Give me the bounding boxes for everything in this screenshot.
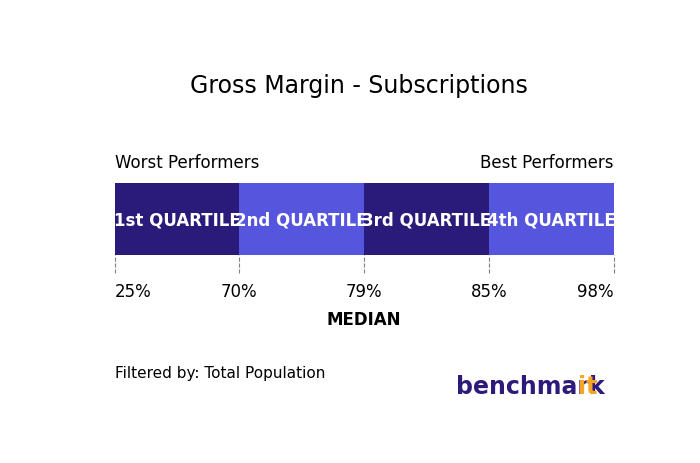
Text: 98%: 98% — [577, 282, 614, 300]
Text: 4th QUARTILE: 4th QUARTILE — [487, 211, 616, 229]
Text: 25%: 25% — [115, 282, 151, 300]
Text: it: it — [578, 374, 598, 398]
Text: MEDIAN: MEDIAN — [327, 311, 401, 328]
Text: 85%: 85% — [470, 282, 508, 300]
Text: Gross Margin - Subscriptions: Gross Margin - Subscriptions — [190, 74, 528, 97]
Text: 79%: 79% — [346, 282, 382, 300]
Bar — [489, 184, 614, 255]
Text: 1st QUARTILE: 1st QUARTILE — [113, 211, 240, 229]
Bar — [239, 184, 364, 255]
Text: 3rd QUARTILE: 3rd QUARTILE — [362, 211, 491, 229]
Text: Best Performers: Best Performers — [480, 153, 614, 171]
Bar — [364, 184, 489, 255]
Text: 70%: 70% — [221, 282, 258, 300]
Bar — [115, 184, 239, 255]
Text: benchmark: benchmark — [456, 374, 606, 398]
Text: Filtered by: Total Population: Filtered by: Total Population — [115, 365, 325, 380]
Text: Worst Performers: Worst Performers — [115, 153, 259, 171]
Text: 2nd QUARTILE: 2nd QUARTILE — [235, 211, 368, 229]
